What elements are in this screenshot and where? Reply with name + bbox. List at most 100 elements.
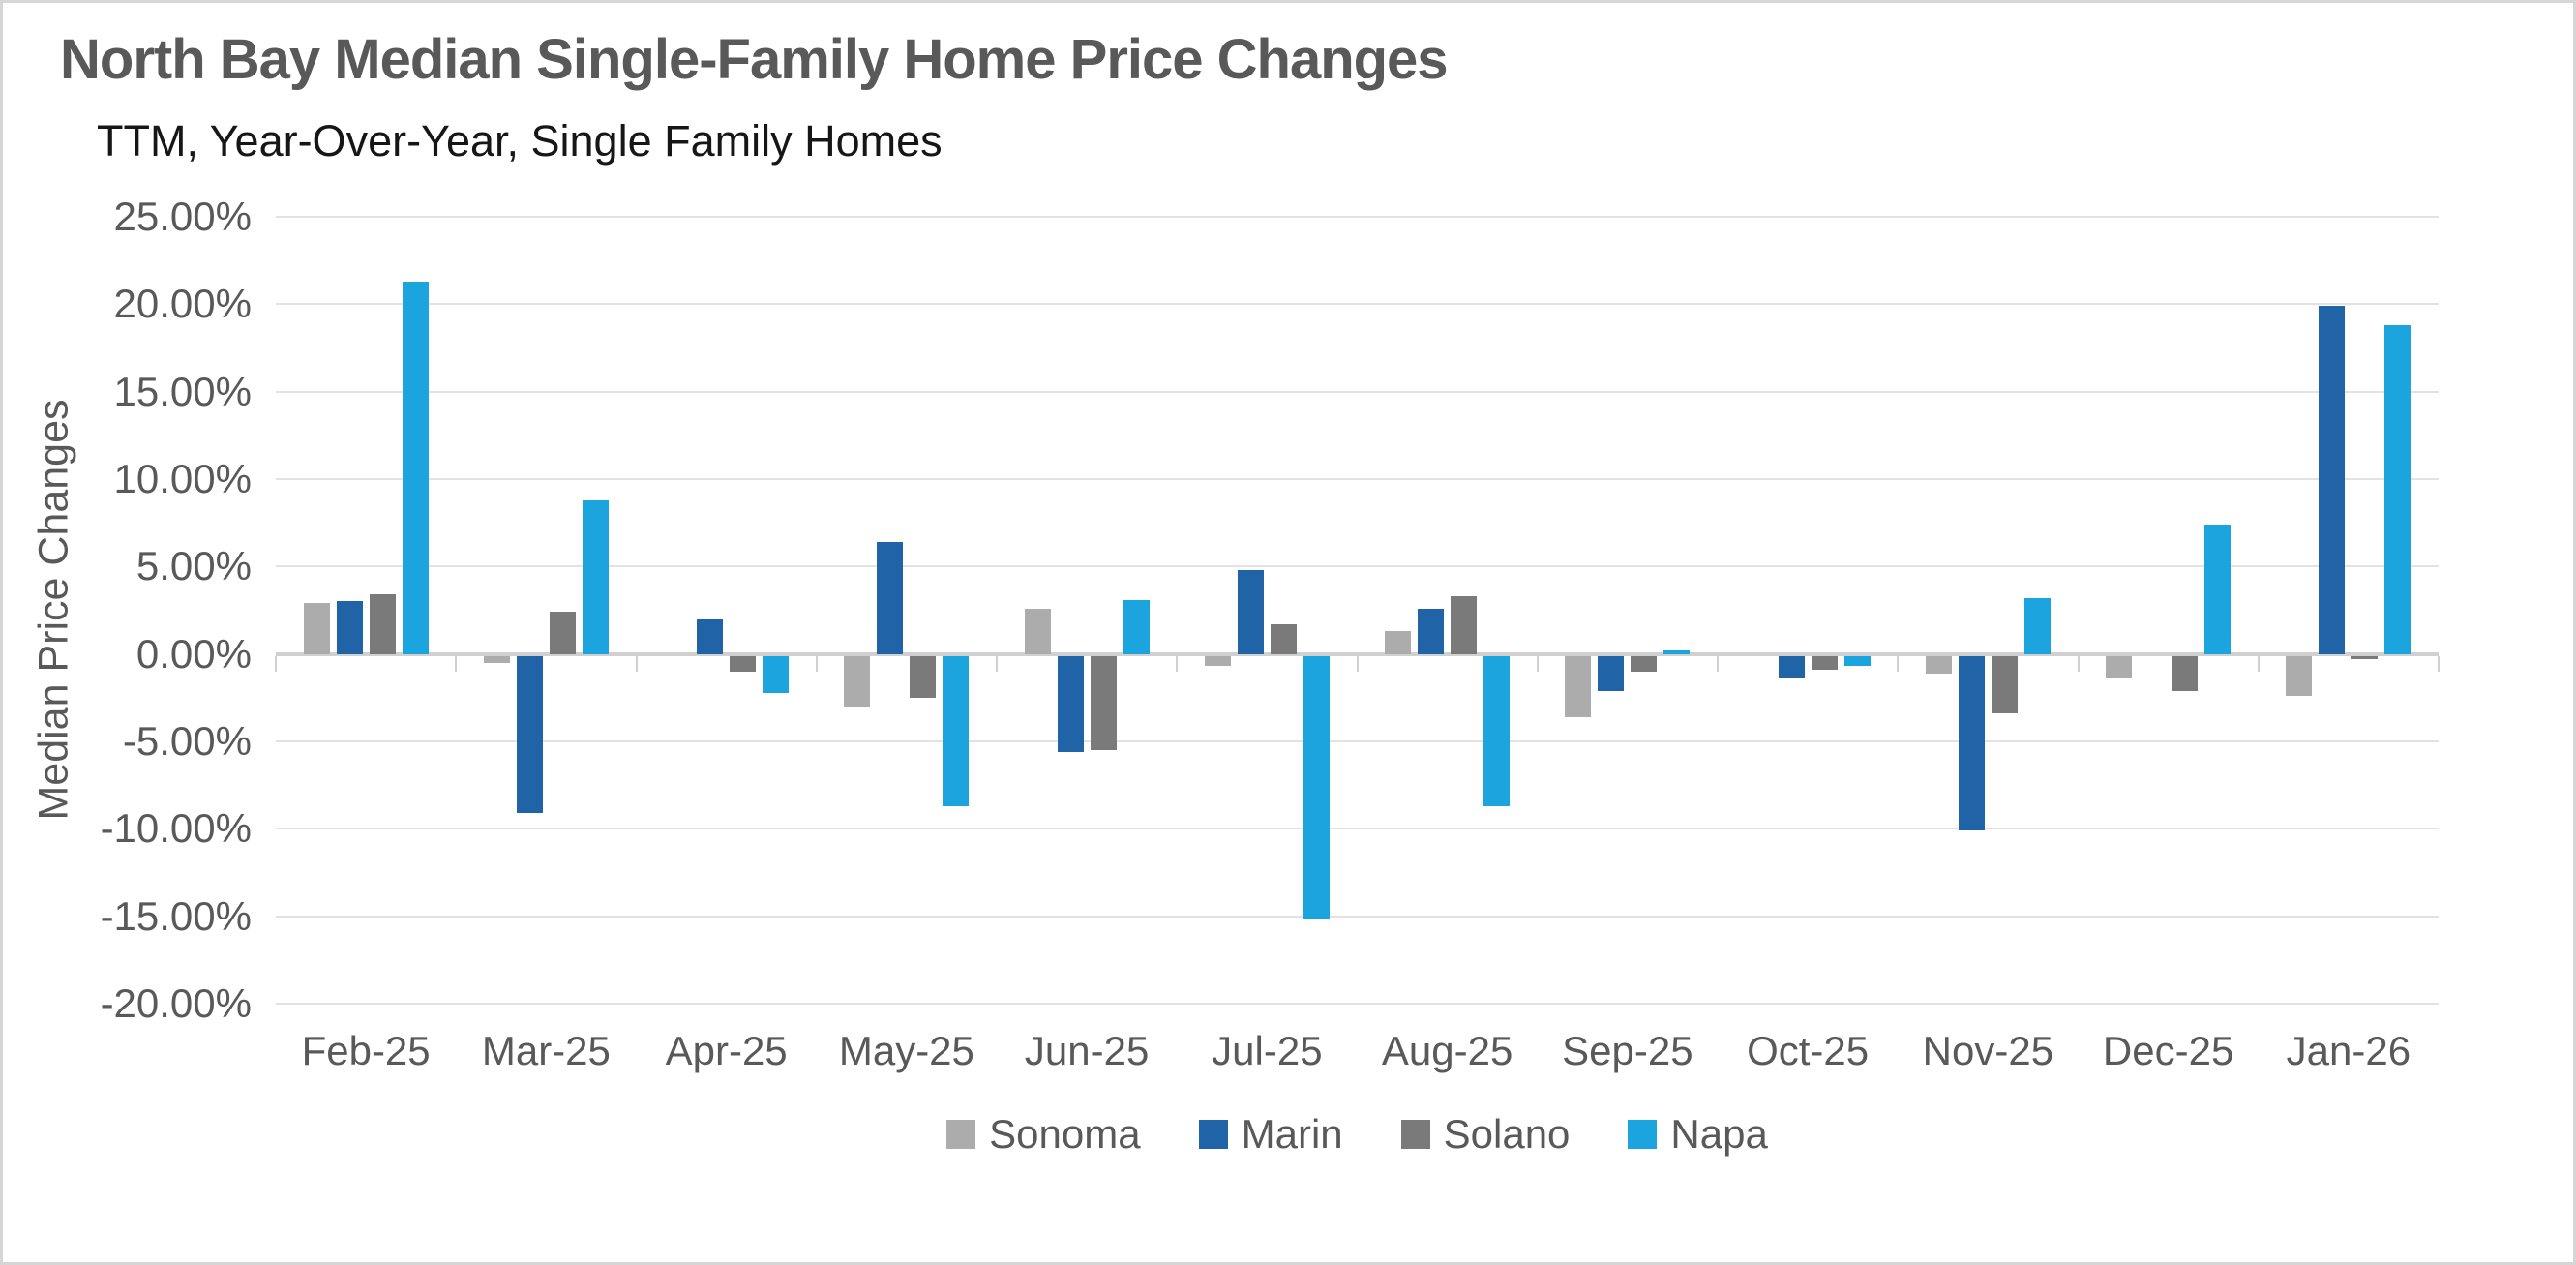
legend-swatch-icon	[1400, 1120, 1430, 1149]
gridline	[276, 216, 2439, 218]
category-tick	[1356, 655, 1359, 672]
legend-swatch-icon	[1198, 1120, 1228, 1149]
bar-solano-feb-25	[369, 594, 396, 654]
category-tick	[1536, 655, 1539, 672]
legend-label: Napa	[1670, 1111, 1768, 1157]
bar-solano-sep-25	[1631, 655, 1658, 672]
bar-marin-nov-25	[1958, 655, 1985, 831]
bar-napa-apr-25	[763, 655, 790, 693]
y-tick-label: -10.00%	[100, 805, 252, 852]
chart-subtitle: TTM, Year-Over-Year, Single Family Homes	[97, 116, 943, 166]
bar-marin-oct-25	[1778, 655, 1805, 679]
bar-marin-jun-25	[1057, 655, 1084, 753]
bar-napa-jan-26	[2384, 325, 2411, 654]
x-axis-label-may-25: May-25	[838, 1028, 974, 1073]
chart-title: North Bay Median Single-Family Home Pric…	[60, 28, 1449, 91]
y-tick-label: 0.00%	[135, 630, 252, 677]
bar-solano-jun-25	[1090, 655, 1117, 751]
bar-napa-dec-25	[2204, 524, 2232, 654]
legend-swatch-icon	[946, 1120, 976, 1149]
y-tick-label: 25.00%	[113, 194, 252, 239]
bar-marin-may-25	[877, 542, 904, 654]
category-tick	[815, 655, 818, 672]
y-tick-label: -5.00%	[122, 718, 252, 764]
category-tick	[1897, 655, 1900, 672]
gridline	[276, 1003, 2439, 1005]
bar-napa-sep-25	[1663, 650, 1691, 654]
category-tick	[2257, 655, 2260, 672]
category-tick	[996, 655, 998, 672]
bar-marin-jan-26	[2319, 306, 2346, 654]
bar-sonoma-sep-25	[1565, 655, 1592, 717]
x-axis-label-apr-25: Apr-25	[665, 1028, 788, 1073]
gridline	[276, 478, 2439, 480]
bar-marin-feb-25	[336, 601, 363, 654]
gridline	[276, 740, 2439, 742]
bar-napa-aug-25	[1483, 655, 1511, 807]
category-tick	[1176, 655, 1179, 672]
legend-item-marin: Marin	[1198, 1111, 1343, 1158]
gridline	[276, 828, 2439, 830]
category-tick	[2438, 655, 2440, 672]
bar-solano-may-25	[910, 655, 937, 699]
bar-napa-jul-25	[1303, 655, 1330, 919]
x-axis-label-dec-25: Dec-25	[2102, 1028, 2234, 1073]
legend-label: Marin	[1241, 1111, 1343, 1157]
legend-item-napa: Napa	[1628, 1111, 1768, 1158]
bar-marin-jul-25	[1237, 569, 1264, 654]
gridline	[276, 915, 2439, 918]
bar-solano-jan-26	[2351, 655, 2379, 660]
bar-sonoma-feb-25	[303, 603, 330, 654]
y-tick-label: 10.00%	[113, 456, 252, 501]
legend-label: Solano	[1443, 1111, 1571, 1157]
x-axis-label-feb-25: Feb-25	[301, 1028, 431, 1073]
bar-sonoma-nov-25	[1925, 655, 1952, 674]
y-tick-label: -20.00%	[100, 980, 252, 1026]
bar-solano-dec-25	[2172, 655, 2199, 691]
bar-marin-sep-25	[1598, 655, 1625, 691]
legend-item-solano: Solano	[1400, 1111, 1571, 1158]
x-axis-label-jan-26: Jan-26	[2286, 1028, 2411, 1073]
bar-napa-mar-25	[582, 499, 609, 654]
y-tick-label: 15.00%	[113, 368, 252, 414]
bar-napa-jun-25	[1123, 599, 1150, 654]
bar-sonoma-may-25	[844, 655, 871, 708]
category-tick	[2077, 655, 2080, 672]
bar-sonoma-jan-26	[2286, 655, 2313, 697]
legend-label: Sonoma	[989, 1111, 1141, 1157]
category-tick	[455, 655, 458, 672]
bar-solano-oct-25	[1811, 655, 1838, 671]
y-tick-label: 20.00%	[113, 281, 252, 327]
bar-sonoma-jun-25	[1024, 608, 1051, 654]
bar-marin-mar-25	[516, 655, 543, 814]
x-axis-label-nov-25: Nov-25	[1922, 1028, 2054, 1073]
bar-napa-nov-25	[2023, 597, 2051, 654]
bar-marin-aug-25	[1418, 608, 1445, 654]
plot-area	[275, 216, 2440, 1005]
x-axis-zero-line	[276, 651, 2439, 656]
category-tick	[635, 655, 638, 672]
y-tick-label: -15.00%	[100, 892, 252, 939]
bar-napa-may-25	[943, 655, 970, 807]
gridline	[276, 390, 2439, 393]
x-axis-label-jun-25: Jun-25	[1024, 1028, 1150, 1073]
bar-solano-nov-25	[1991, 655, 2018, 714]
bar-solano-jul-25	[1270, 623, 1297, 654]
gridline	[276, 565, 2439, 568]
category-tick	[1717, 655, 1719, 672]
bar-napa-feb-25	[402, 281, 429, 654]
x-axis-label-oct-25: Oct-25	[1747, 1028, 1870, 1073]
bar-solano-mar-25	[549, 612, 576, 654]
gridline	[276, 303, 2439, 306]
legend-item-sonoma: Sonoma	[946, 1111, 1141, 1158]
x-axis-label-jul-25: Jul-25	[1212, 1028, 1323, 1073]
y-tick-label: 5.00%	[135, 543, 252, 589]
x-axis-label-mar-25: Mar-25	[481, 1028, 611, 1073]
bar-sonoma-jul-25	[1204, 655, 1231, 667]
x-axis-label-aug-25: Aug-25	[1381, 1028, 1513, 1073]
bar-marin-apr-25	[697, 618, 724, 654]
legend: Sonoma Marin Solano Napa	[276, 1111, 2439, 1158]
bar-solano-apr-25	[730, 655, 757, 672]
bar-solano-aug-25	[1451, 596, 1478, 654]
legend-swatch-icon	[1628, 1120, 1658, 1149]
